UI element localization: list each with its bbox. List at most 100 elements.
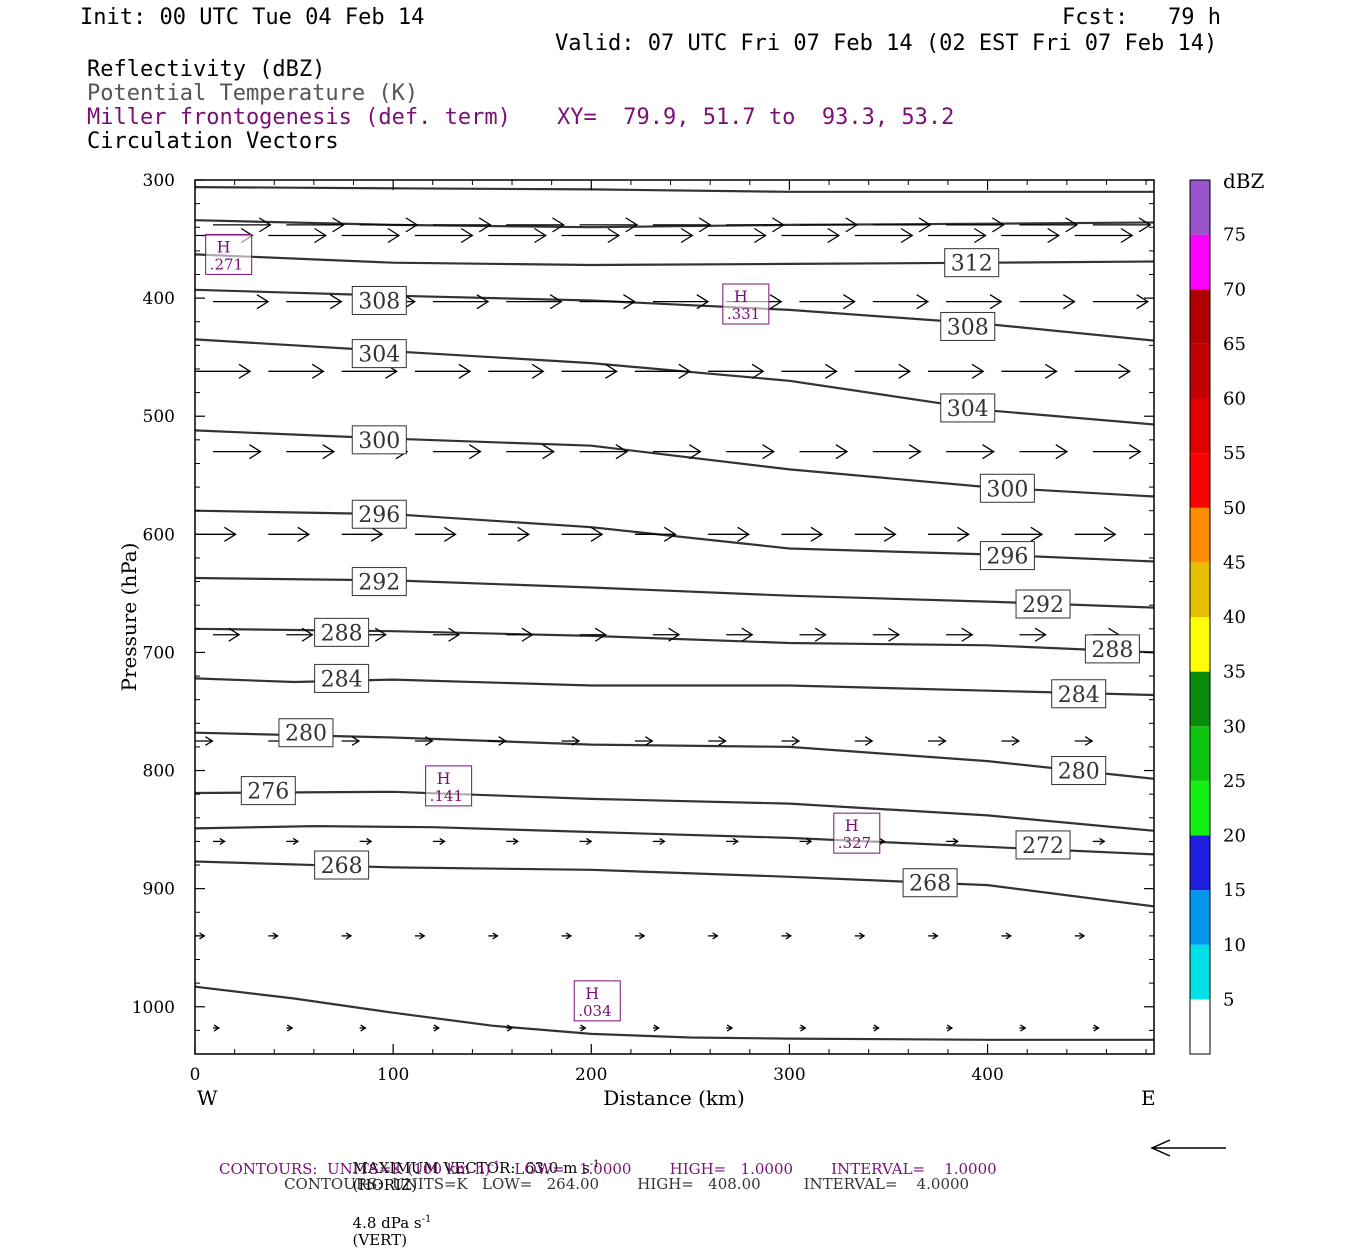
contour-label-box	[979, 541, 1035, 571]
colorbar-label: 50	[1223, 498, 1246, 519]
forecast-hour: Fcst: 79 h	[1062, 5, 1221, 30]
y-tick-label: 400	[143, 289, 175, 309]
vector-arrowhead	[219, 837, 226, 845]
colorbar-segment	[1190, 944, 1210, 1000]
vector-arrowhead	[751, 363, 765, 379]
vector-arrowhead	[534, 227, 547, 244]
vector-arrowhead	[668, 627, 681, 642]
vector-arrowhead	[1093, 1024, 1100, 1032]
vector-arrowhead	[571, 736, 581, 746]
x-tick-label: 200	[575, 1065, 607, 1085]
colorbar-segment	[1190, 671, 1210, 727]
colorbar-label: 70	[1223, 279, 1246, 300]
contour-label-box	[351, 567, 407, 597]
field-potential-temperature: Potential Temperature (K)	[87, 81, 419, 106]
field-circulation-vectors: Circulation Vectors	[87, 129, 339, 154]
max-vector-vert-value: 4.8 dPa s	[352, 1214, 422, 1232]
field-reflectivity: Reflectivity (dBZ)	[87, 57, 326, 82]
vector-arrowhead	[718, 736, 727, 746]
vector-arrowhead	[517, 526, 531, 542]
colorbar-segment	[1190, 234, 1210, 290]
frontogenesis-high-box	[425, 765, 473, 807]
theta-contour-308	[194, 288, 1155, 342]
vector-arrowhead	[1011, 736, 1021, 746]
colorbar-segment	[1190, 507, 1210, 563]
reference-vector-arrow	[1150, 1139, 1226, 1157]
vector-arrowhead	[249, 444, 262, 460]
vector-arrowhead	[973, 227, 987, 244]
vector-arrowhead	[1034, 627, 1047, 642]
colorbar-segment	[1190, 835, 1210, 891]
colorbar-segment	[1190, 180, 1210, 235]
vector-arrowhead	[653, 1024, 660, 1032]
vector-arrowhead	[531, 363, 545, 379]
colorbar-label: 35	[1223, 662, 1246, 683]
vector-arrowhead	[498, 736, 507, 746]
vector-arrowhead	[468, 444, 482, 460]
vector-arrowhead	[590, 526, 604, 542]
vector-arrowhead	[458, 363, 472, 379]
vector-arrowhead	[732, 837, 740, 845]
y-tick-label: 900	[143, 880, 175, 900]
vector-arrowhead	[1055, 444, 1069, 460]
vector-arrowhead	[991, 217, 1005, 233]
colorbar-label: 10	[1223, 935, 1246, 956]
contour-label-text: 288	[321, 621, 363, 646]
vector-arrowhead	[374, 627, 387, 642]
vector-arrowhead	[345, 932, 353, 940]
x-tick-label: 0	[190, 1065, 201, 1085]
vector-arrowhead	[1103, 526, 1117, 542]
contour-label-box	[351, 425, 407, 455]
contour-label-text: 284	[1058, 683, 1100, 708]
vector-arrowhead	[1138, 217, 1152, 233]
x-tick-label: 300	[773, 1065, 805, 1085]
east-label: E	[1141, 1086, 1156, 1110]
vector-arrowhead	[932, 932, 939, 940]
vector-arrowhead	[476, 294, 490, 310]
vector-arrowhead	[1020, 1024, 1027, 1032]
colorbar-label: 20	[1223, 826, 1246, 847]
vector-arrowhead	[292, 837, 300, 845]
frontogenesis-high-value: .331	[727, 305, 760, 323]
vector-arrowhead	[1136, 294, 1150, 310]
vector-arrowhead	[552, 217, 565, 233]
frontogenesis-high-label: H	[217, 237, 231, 256]
contour-label-box	[278, 718, 334, 748]
contour-label-box	[351, 285, 407, 315]
colorbar-label: 40	[1223, 607, 1246, 628]
vector-arrowhead	[737, 526, 751, 542]
max-vector-horiz-value: MAXIMUM VECTOR: 63.0 m s	[352, 1159, 590, 1177]
contour-label-box	[314, 617, 370, 647]
contour-label-text: 272	[1022, 834, 1064, 859]
vector-arrowhead	[213, 1024, 221, 1032]
vector-arrowhead	[814, 627, 827, 642]
colorbar-segment	[1190, 453, 1210, 508]
vector-arrowhead	[883, 526, 897, 542]
vector-arrowhead	[879, 837, 886, 845]
contour-label-text: 296	[358, 503, 400, 528]
colorbar-segment	[1190, 726, 1210, 781]
theta-contour-292	[194, 576, 1155, 609]
theta-contour-312	[194, 186, 1154, 193]
vector-arrowhead	[916, 294, 930, 310]
vector-arrowhead	[957, 526, 970, 542]
vector-arrowhead	[443, 526, 457, 542]
vector-arrowhead	[311, 363, 325, 379]
contour-label-box	[351, 499, 407, 529]
vector-arrowhead	[952, 837, 959, 845]
colorbar-segment	[1190, 617, 1210, 672]
contour-label-box	[314, 663, 370, 693]
vector-arrowhead	[521, 627, 534, 642]
vector-arrowhead	[835, 444, 849, 460]
x-tick-label: 400	[971, 1065, 1003, 1085]
vector-arrowhead	[785, 932, 793, 940]
vector-arrowhead	[1005, 932, 1012, 940]
colorbar-segment	[1190, 289, 1210, 344]
contour-label-text: 308	[947, 315, 989, 340]
vector-arrowhead	[301, 627, 314, 642]
vector-arrowhead	[425, 736, 434, 746]
exp-vert: -1	[421, 1214, 432, 1225]
colorbar-label: 60	[1223, 389, 1246, 410]
theta-contour-272	[194, 824, 1155, 856]
vector-arrowhead	[623, 294, 636, 310]
